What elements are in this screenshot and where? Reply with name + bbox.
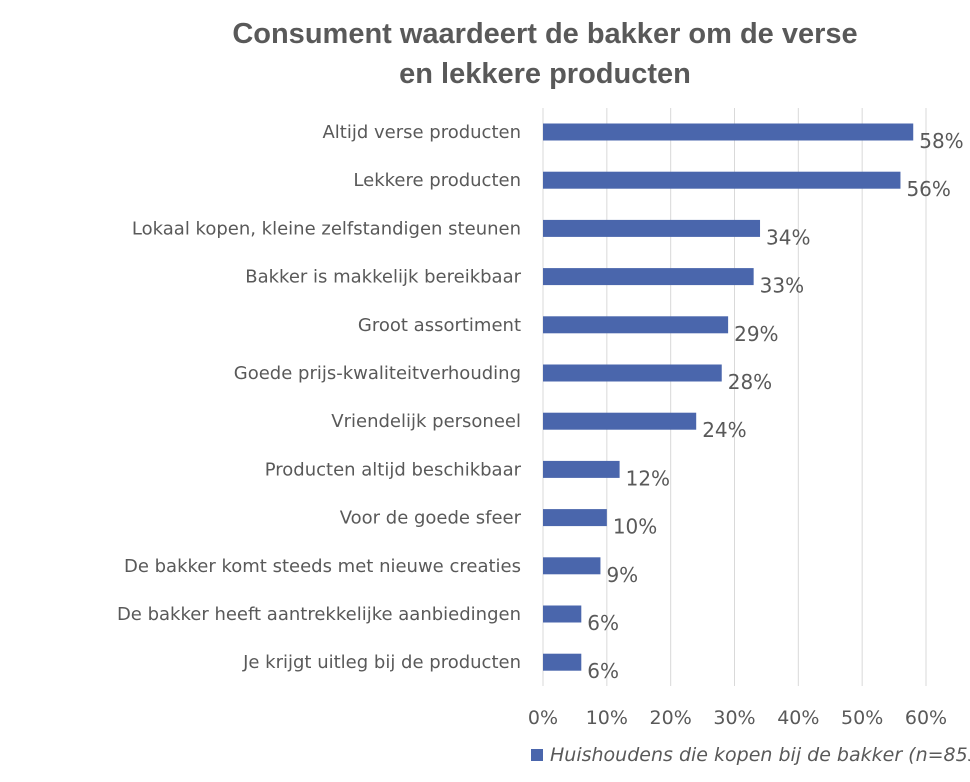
category-label: Lekkere producten — [353, 170, 521, 191]
chart-title: Consument waardeert de bakker om de vers… — [0, 14, 970, 94]
x-tick-label: 20% — [650, 707, 692, 729]
bar — [543, 460, 620, 478]
data-label: 10% — [613, 515, 657, 539]
legend-swatch — [531, 749, 543, 761]
bar — [543, 268, 754, 286]
bar — [543, 364, 722, 382]
data-label: 34% — [766, 225, 810, 249]
x-tick-label: 60% — [905, 707, 947, 729]
x-tick-label: 0% — [528, 707, 558, 729]
bar — [543, 605, 582, 623]
category-label: Vriendelijk personeel — [331, 411, 521, 432]
data-label: 33% — [760, 274, 804, 298]
bar — [543, 509, 607, 527]
bar — [543, 171, 901, 189]
category-label: Je krijgt uitleg bij de producten — [242, 652, 521, 673]
category-label: De bakker komt steeds met nieuwe creatie… — [124, 556, 521, 577]
data-label: 28% — [728, 370, 772, 394]
legend-label: Huishoudens die kopen bij de bakker (n=8… — [550, 744, 970, 766]
bar — [543, 653, 582, 671]
category-label: Voor de goede sfeer — [340, 508, 522, 529]
category-label: Goede prijs-kwaliteitverhouding — [234, 363, 521, 384]
data-label: 9% — [606, 563, 638, 587]
category-label: Producten altijd beschikbaar — [265, 459, 522, 480]
title-line-2: en lekkere producten — [399, 58, 691, 90]
category-label: Altijd verse producten — [322, 122, 521, 143]
bar — [543, 412, 697, 430]
category-label: Bakker is makkelijk bereikbaar — [245, 267, 521, 288]
category-label: Lokaal kopen, kleine zelfstandigen steun… — [132, 218, 521, 239]
bar — [543, 316, 729, 334]
data-label: 12% — [626, 466, 670, 490]
data-label: 29% — [734, 322, 778, 346]
data-label: 56% — [906, 177, 950, 201]
data-label: 6% — [587, 611, 619, 635]
x-tick-label: 40% — [777, 707, 819, 729]
data-label: 24% — [702, 418, 746, 442]
bar — [543, 219, 761, 237]
x-tick-label: 50% — [841, 707, 883, 729]
x-tick-label: 30% — [713, 707, 755, 729]
data-label: 58% — [919, 129, 963, 153]
data-label: 6% — [587, 659, 619, 683]
bar — [543, 557, 601, 575]
title-line-1: Consument waardeert de bakker om de vers… — [232, 18, 858, 50]
category-label: Groot assortiment — [358, 315, 521, 336]
category-label: De bakker heeft aantrekkelijke aanbiedin… — [117, 604, 521, 625]
bar — [543, 123, 914, 141]
x-tick-label: 10% — [586, 707, 628, 729]
